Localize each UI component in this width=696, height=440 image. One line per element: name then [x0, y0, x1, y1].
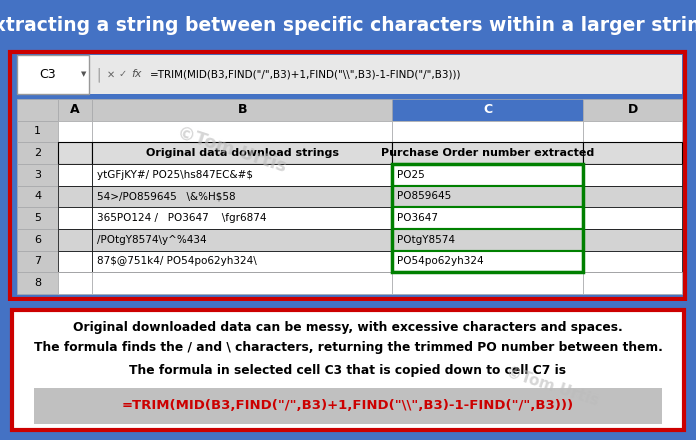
FancyBboxPatch shape: [17, 250, 58, 272]
FancyBboxPatch shape: [393, 250, 583, 272]
Text: PO3647: PO3647: [397, 213, 438, 223]
FancyBboxPatch shape: [17, 229, 58, 250]
FancyBboxPatch shape: [58, 207, 92, 229]
FancyBboxPatch shape: [393, 250, 583, 272]
FancyBboxPatch shape: [92, 207, 393, 229]
Text: B: B: [237, 103, 247, 116]
FancyBboxPatch shape: [583, 272, 682, 294]
FancyBboxPatch shape: [17, 121, 58, 142]
FancyBboxPatch shape: [34, 388, 662, 424]
FancyBboxPatch shape: [92, 164, 393, 186]
Text: =TRIM(MID(B3,FIND("/",B3)+1,FIND("\\",B3)-1-FIND("/",B3))): =TRIM(MID(B3,FIND("/",B3)+1,FIND("\\",B3…: [150, 70, 461, 79]
FancyBboxPatch shape: [17, 99, 58, 121]
FancyBboxPatch shape: [58, 142, 92, 164]
Text: Purchase Order number extracted: Purchase Order number extracted: [381, 148, 594, 158]
Text: 8: 8: [34, 278, 41, 288]
Text: D: D: [628, 103, 638, 116]
Text: ✕: ✕: [106, 70, 115, 79]
FancyBboxPatch shape: [583, 99, 682, 121]
FancyBboxPatch shape: [393, 164, 583, 186]
FancyBboxPatch shape: [58, 121, 92, 142]
Text: 2: 2: [34, 148, 41, 158]
FancyBboxPatch shape: [58, 272, 92, 294]
FancyBboxPatch shape: [17, 55, 89, 94]
Text: ✓: ✓: [119, 70, 127, 79]
Text: Original downloaded data can be messy, with excessive characters and spaces.: Original downloaded data can be messy, w…: [73, 321, 623, 334]
FancyBboxPatch shape: [583, 207, 682, 229]
Text: |: |: [97, 67, 102, 81]
Text: The formula finds the / and \ characters, returning the trimmed PO number betwee: The formula finds the / and \ characters…: [33, 341, 663, 354]
Text: Original data download strings: Original data download strings: [145, 148, 339, 158]
Text: C3: C3: [40, 68, 56, 81]
Text: 7: 7: [34, 257, 41, 266]
FancyBboxPatch shape: [393, 121, 583, 142]
Text: POtgY8574: POtgY8574: [397, 235, 455, 245]
Text: PO54po62yh324: PO54po62yh324: [397, 257, 484, 266]
FancyBboxPatch shape: [17, 207, 58, 229]
FancyBboxPatch shape: [393, 229, 583, 250]
FancyBboxPatch shape: [393, 272, 583, 294]
Text: 6: 6: [34, 235, 41, 245]
Text: C: C: [483, 103, 492, 116]
FancyBboxPatch shape: [58, 164, 92, 186]
Text: Extracting a string between specific characters within a larger string: Extracting a string between specific cha…: [0, 16, 696, 35]
FancyBboxPatch shape: [92, 121, 393, 142]
FancyBboxPatch shape: [92, 272, 393, 294]
Text: 54>/PO859645   \&%H$58: 54>/PO859645 \&%H$58: [97, 191, 236, 202]
Text: /POtgY8574\y^%434: /POtgY8574\y^%434: [97, 235, 207, 245]
FancyBboxPatch shape: [58, 186, 92, 207]
Text: A: A: [70, 103, 80, 116]
FancyBboxPatch shape: [583, 229, 682, 250]
FancyBboxPatch shape: [58, 250, 92, 272]
FancyBboxPatch shape: [17, 142, 58, 164]
FancyBboxPatch shape: [17, 55, 682, 94]
Text: 365PO124 /   PO3647    \fgr6874: 365PO124 / PO3647 \fgr6874: [97, 213, 267, 223]
FancyBboxPatch shape: [17, 186, 58, 207]
FancyBboxPatch shape: [13, 310, 683, 430]
Text: 87$@751k4/ PO54po62yh324\: 87$@751k4/ PO54po62yh324\: [97, 257, 257, 266]
FancyBboxPatch shape: [583, 142, 682, 164]
FancyBboxPatch shape: [92, 99, 393, 121]
FancyBboxPatch shape: [393, 207, 583, 229]
FancyBboxPatch shape: [92, 142, 393, 164]
Text: PO859645: PO859645: [397, 191, 452, 202]
Text: 3: 3: [34, 170, 41, 180]
FancyBboxPatch shape: [393, 186, 583, 207]
Text: 5: 5: [34, 213, 41, 223]
Text: The formula in selected cell C3 that is copied down to cell C7 is: The formula in selected cell C3 that is …: [129, 364, 567, 377]
FancyBboxPatch shape: [393, 229, 583, 250]
Text: ©Tom Urtis: ©Tom Urtis: [505, 364, 601, 408]
FancyBboxPatch shape: [92, 250, 393, 272]
FancyBboxPatch shape: [393, 99, 583, 121]
FancyBboxPatch shape: [393, 207, 583, 229]
Text: ©Tom Urtis: ©Tom Urtis: [175, 124, 289, 176]
FancyBboxPatch shape: [58, 99, 92, 121]
Text: ytGFjKY#/ PO25\hs847EC&#$: ytGFjKY#/ PO25\hs847EC&#$: [97, 170, 253, 180]
Text: fx: fx: [132, 70, 142, 79]
FancyBboxPatch shape: [92, 186, 393, 207]
FancyBboxPatch shape: [583, 121, 682, 142]
FancyBboxPatch shape: [92, 229, 393, 250]
Text: PO25: PO25: [397, 170, 425, 180]
Text: =TRIM(MID(B3,FIND("/",B3)+1,FIND("\\",B3)-1-FIND("/",B3))): =TRIM(MID(B3,FIND("/",B3)+1,FIND("\\",B3…: [122, 399, 574, 412]
FancyBboxPatch shape: [393, 164, 583, 186]
FancyBboxPatch shape: [583, 186, 682, 207]
FancyBboxPatch shape: [10, 52, 685, 299]
Text: 4: 4: [34, 191, 41, 202]
Text: ▼: ▼: [81, 71, 86, 77]
FancyBboxPatch shape: [583, 250, 682, 272]
FancyBboxPatch shape: [393, 142, 583, 164]
Text: |: |: [97, 67, 102, 81]
FancyBboxPatch shape: [583, 164, 682, 186]
FancyBboxPatch shape: [393, 186, 583, 207]
FancyBboxPatch shape: [17, 272, 58, 294]
Text: 1: 1: [34, 126, 41, 136]
FancyBboxPatch shape: [17, 164, 58, 186]
FancyBboxPatch shape: [58, 229, 92, 250]
